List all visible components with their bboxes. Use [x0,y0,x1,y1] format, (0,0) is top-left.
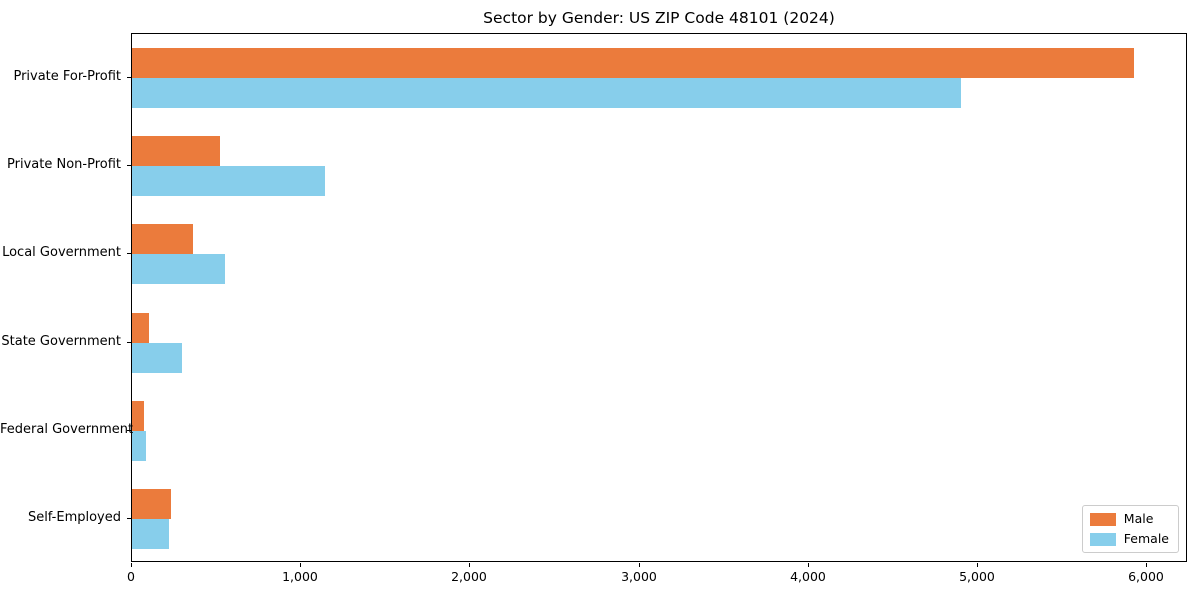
bar-female-self-employed [132,519,170,549]
x-tick-label-5000: 5,000 [959,569,995,584]
x-tick-label-3000: 3,000 [621,569,657,584]
x-tick-mark-5000 [977,563,978,567]
y-tick-label-private-for-profit: Private For-Profit [13,69,121,84]
y-tick-label-local-government: Local Government [2,245,121,260]
legend-entry-male: Male [1089,511,1169,526]
y-tick-mark-local-government [127,253,131,254]
x-tick-label-6000: 6,000 [1128,569,1164,584]
legend-label-male: Male [1123,511,1154,526]
bar-male-state-government [132,313,149,343]
x-tick-label-4000: 4,000 [790,569,826,584]
plot-area: Male Female [131,33,1187,562]
bar-female-federal-government [132,431,146,461]
y-tick-mark-private-non-profit [127,165,131,166]
y-tick-mark-state-government [127,342,131,343]
y-tick-label-state-government: State Government [1,334,121,349]
x-tick-label-2000: 2,000 [451,569,487,584]
bar-female-local-government [132,254,225,284]
x-tick-mark-2000 [469,563,470,567]
legend-swatch-female [1089,532,1116,546]
x-tick-label-1000: 1,000 [282,569,318,584]
y-tick-mark-federal-government [127,430,131,431]
y-tick-label-private-non-profit: Private Non-Profit [7,157,121,172]
bar-female-state-government [132,343,182,373]
bar-male-self-employed [132,489,171,519]
legend-label-female: Female [1123,531,1169,546]
y-tick-mark-self-employed [127,518,131,519]
x-tick-mark-3000 [639,563,640,567]
x-tick-label-0: 0 [127,569,135,584]
bar-male-private-non-profit [132,136,220,166]
x-tick-mark-0 [131,563,132,567]
bar-male-local-government [132,224,193,254]
chart-title: Sector by Gender: US ZIP Code 48101 (202… [483,9,835,27]
y-tick-mark-private-for-profit [127,77,131,78]
bar-male-federal-government [132,401,144,431]
legend-swatch-male [1089,512,1116,526]
legend: Male Female [1081,505,1179,553]
bar-female-private-non-profit [132,166,325,196]
bar-female-private-for-profit [132,78,962,108]
x-tick-mark-6000 [1146,563,1147,567]
x-tick-mark-1000 [300,563,301,567]
bar-male-private-for-profit [132,48,1134,78]
legend-entry-female: Female [1089,531,1169,546]
y-tick-label-self-employed: Self-Employed [27,510,121,525]
x-tick-mark-4000 [808,563,809,567]
y-tick-label-federal-government: Federal Government [0,422,134,437]
